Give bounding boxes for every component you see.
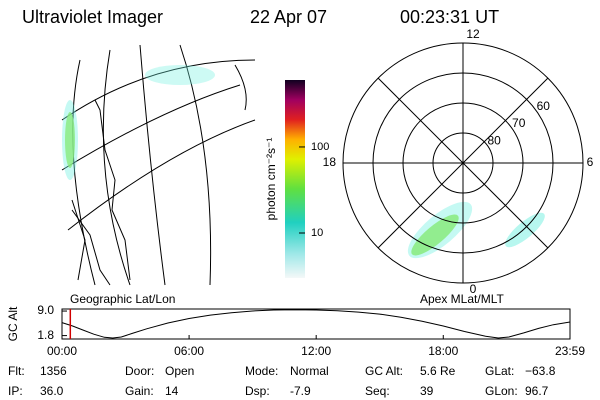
field-value: −63.8	[525, 364, 556, 378]
alt-tick-label: 1.8	[37, 328, 54, 342]
time-tick-label: 23:59	[555, 344, 585, 358]
field-label: GLat:	[485, 364, 514, 378]
colorbar: photon cm⁻²s⁻¹ 10 100	[264, 80, 329, 278]
field-value: 5.6 Re	[420, 364, 456, 378]
field-value: 96.7	[525, 384, 549, 398]
mlat-label: 60	[537, 99, 551, 113]
mlat-label: 80	[487, 133, 501, 147]
time-tick-label: 06:00	[174, 344, 204, 358]
colorbar-tick-label: 10	[311, 227, 323, 239]
field-label: GC Alt:	[365, 364, 403, 378]
mlt-label: 12	[466, 27, 480, 41]
field-value: 39	[420, 384, 434, 398]
field-label: Mode:	[245, 364, 278, 378]
time-tick-label: 00:00	[47, 344, 77, 358]
altitude-curve	[61, 309, 571, 339]
field-label: Gain:	[125, 384, 154, 398]
time-tick-label: 18:00	[428, 344, 458, 358]
date: 22 Apr 07	[250, 7, 327, 27]
footer: Flt: 1356 Door: Open Mode: Normal GC Alt: 5.6 R…	[8, 364, 556, 398]
field-label: Dsp:	[245, 384, 270, 398]
mlat-label: 70	[512, 116, 526, 130]
field-value: 14	[165, 384, 179, 398]
field-label: IP:	[8, 384, 23, 398]
alt-tick-label: 9.0	[37, 303, 54, 317]
mlt-label: 6	[587, 155, 594, 169]
timeline-axis-label: GC Alt	[6, 306, 20, 341]
field-value: Normal	[290, 364, 329, 378]
mlt-label: 0	[470, 282, 477, 296]
timeline: GC Alt 9.0 1.8 00:00 06:00 12:00 18:00 23:59	[6, 303, 585, 358]
field-label: Door:	[125, 364, 154, 378]
geo-map	[61, 44, 256, 286]
time-tick-label: 12:00	[301, 344, 331, 358]
geo-label: Geographic Lat/Lon	[70, 292, 175, 306]
colorbar-tick-label: 100	[311, 141, 329, 153]
colorbar-label: photon cm⁻²s⁻¹	[264, 138, 278, 221]
field-label: GLon:	[485, 384, 518, 398]
field-value: 36.0	[40, 384, 64, 398]
field-value: 1356	[40, 364, 67, 378]
field-value: -7.9	[290, 384, 311, 398]
mlt-label: 18	[323, 155, 337, 169]
colorbar-fill	[285, 80, 305, 278]
title: Ultraviolet Imager	[22, 7, 163, 27]
field-label: Flt:	[8, 364, 25, 378]
field-label: Seq:	[365, 384, 390, 398]
polar-spoke	[377, 77, 549, 249]
field-value: Open	[165, 364, 194, 378]
polar-label: Apex MLat/MLT	[420, 292, 504, 306]
time: 00:23:31 UT	[400, 7, 499, 27]
